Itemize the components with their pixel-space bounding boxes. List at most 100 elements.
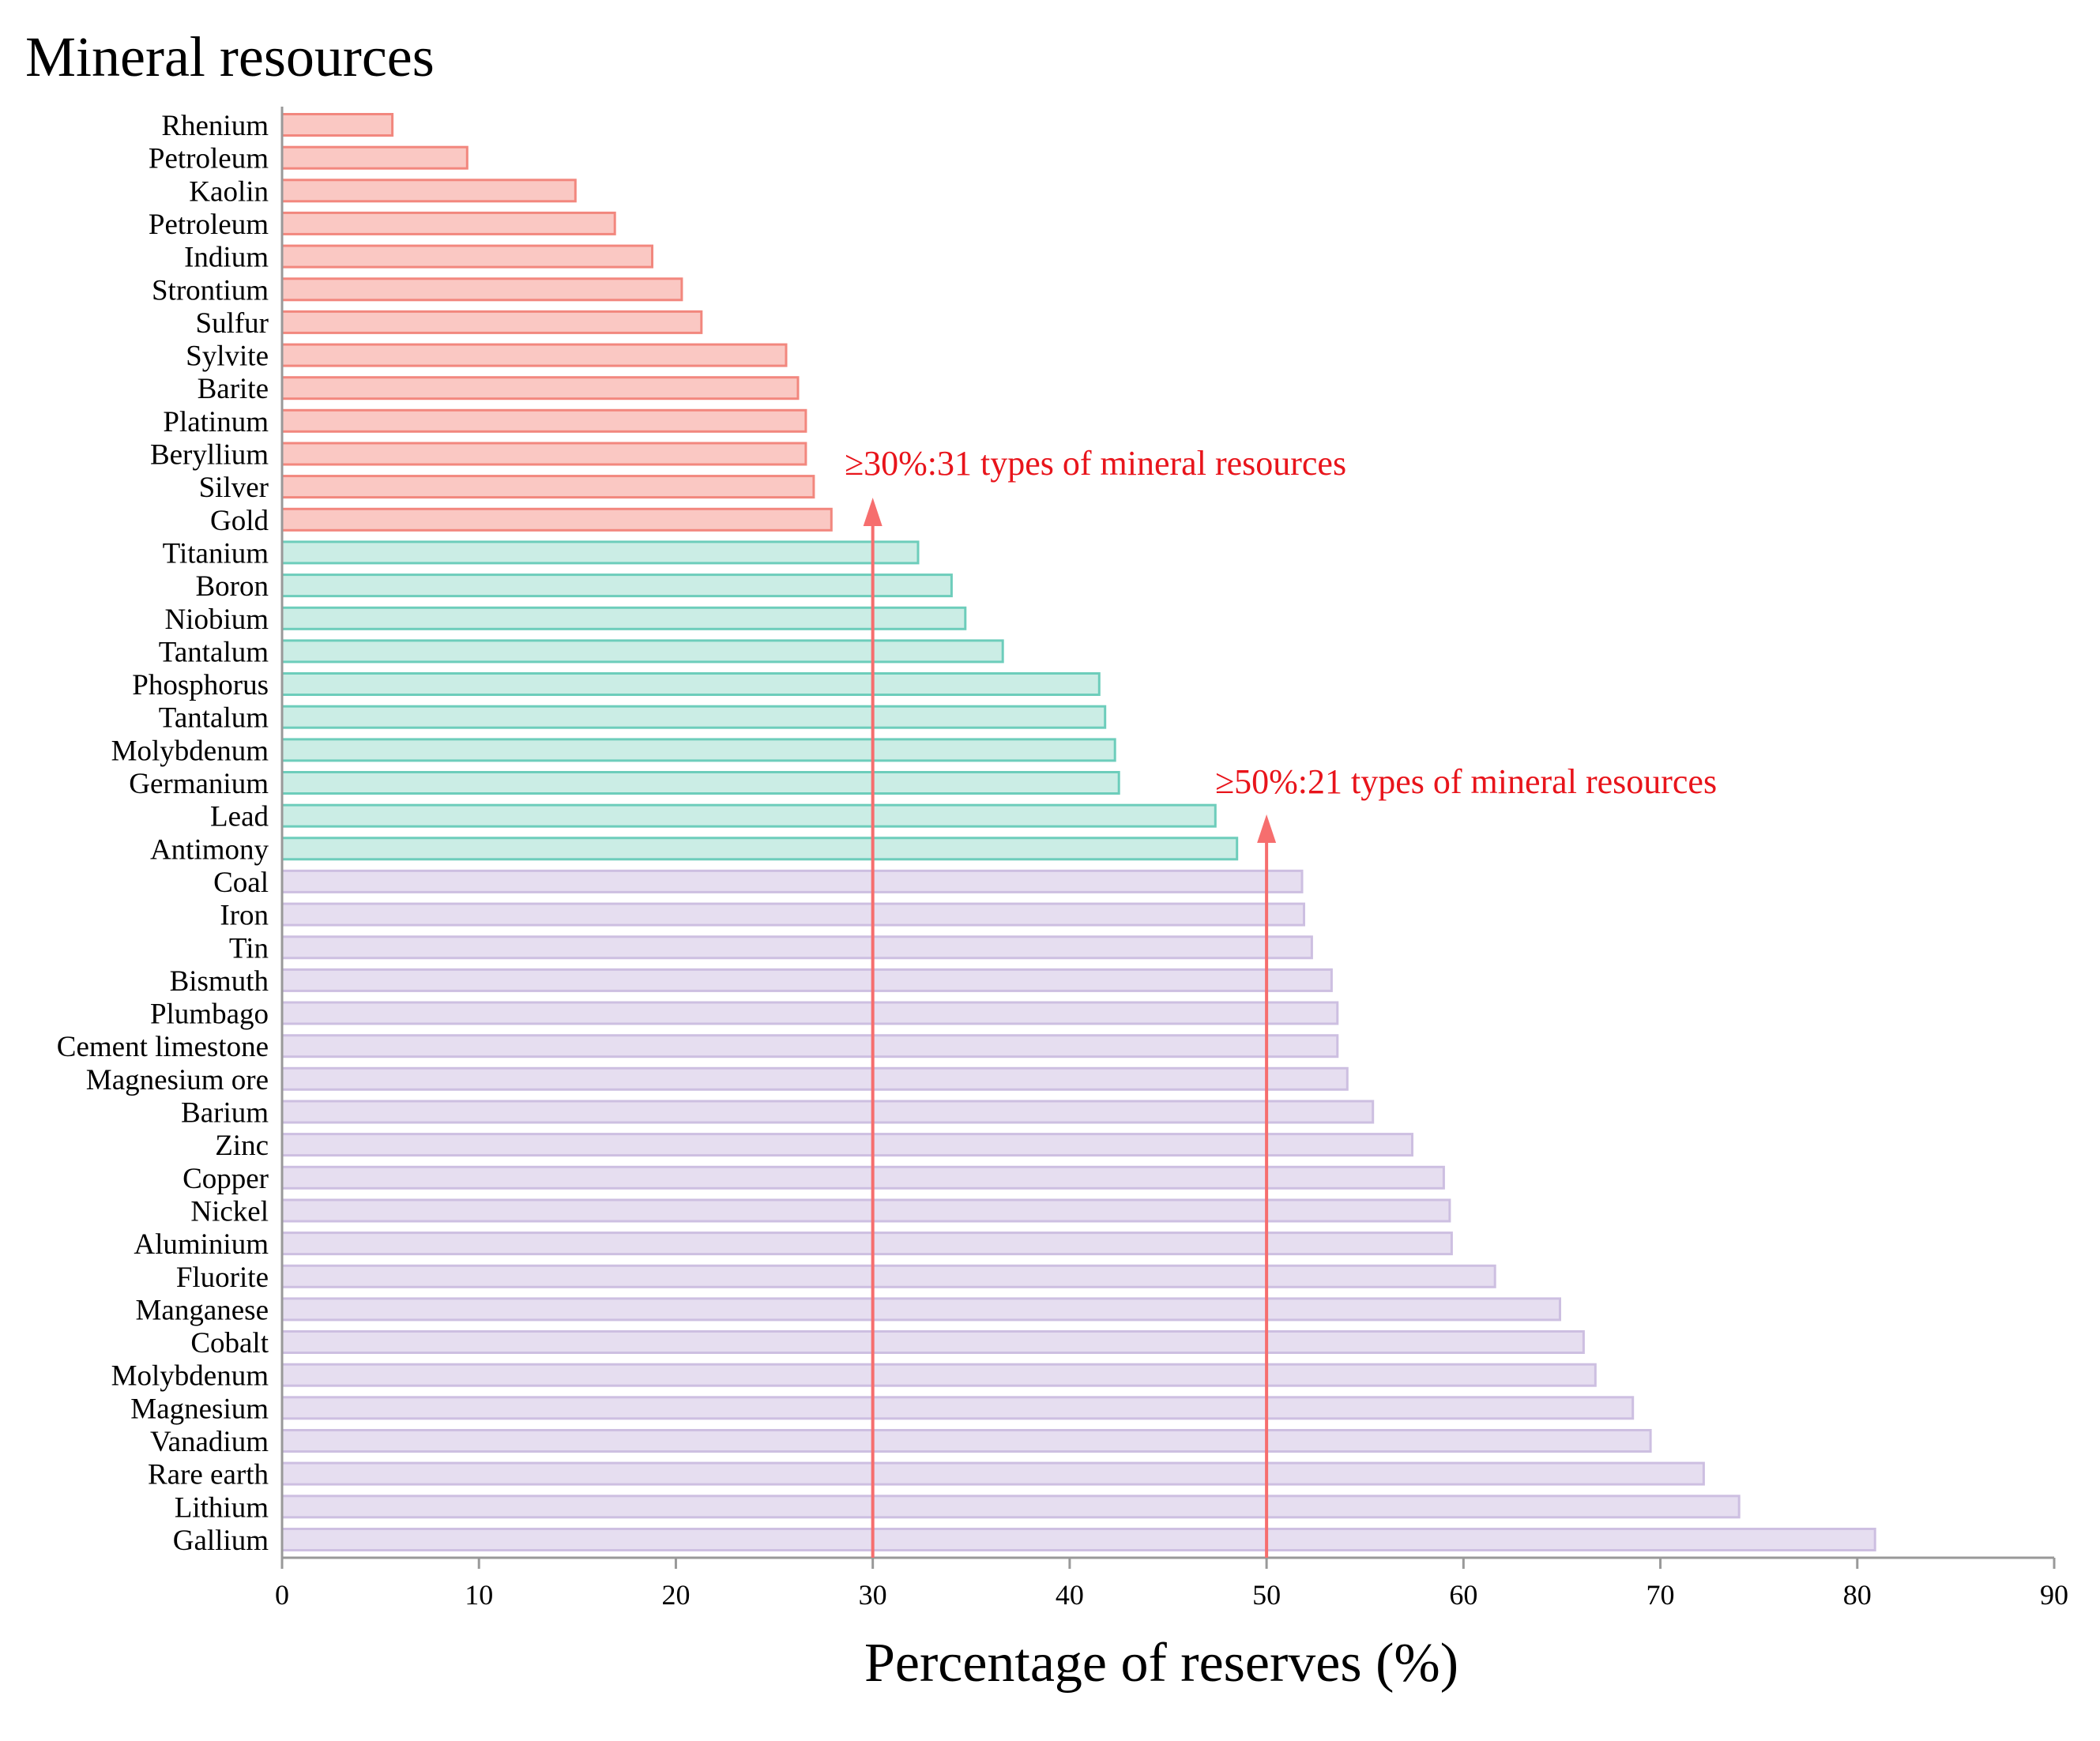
category-label-41: Vanadium — [150, 1426, 269, 1458]
category-label-25: Iron — [220, 900, 269, 932]
bar-3 — [280, 179, 577, 203]
bar-17 — [280, 639, 1004, 664]
x-tick-label-70: 70 — [1647, 1579, 1675, 1611]
category-label-30: Magnesium ore — [86, 1064, 269, 1096]
category-label-3: Kaolin — [189, 175, 269, 208]
x-tick-label-20: 20 — [661, 1579, 690, 1611]
category-label-27: Bismuth — [170, 965, 269, 998]
bar-44 — [280, 1528, 1876, 1551]
bar-21 — [280, 771, 1120, 795]
bar-14 — [280, 540, 920, 565]
category-label-12: Silver — [199, 472, 269, 504]
bar-39 — [280, 1363, 1597, 1387]
category-label-13: Gold — [210, 505, 269, 537]
category-label-21: Germanium — [129, 768, 269, 800]
bar-4 — [280, 211, 616, 235]
annotation-arrowhead-2 — [1257, 814, 1277, 843]
x-tick-label-10: 10 — [465, 1579, 493, 1611]
bar-29 — [280, 1034, 1339, 1059]
category-label-15: Boron — [196, 570, 269, 603]
bar-16 — [280, 606, 967, 630]
bar-9 — [280, 376, 800, 400]
category-label-14: Titanium — [163, 537, 269, 570]
bar-10 — [280, 408, 807, 433]
bar-35 — [280, 1231, 1453, 1256]
category-label-31: Barium — [181, 1097, 269, 1130]
category-label-2: Petroleum — [149, 143, 269, 175]
category-label-40: Magnesium — [130, 1393, 269, 1425]
bar-22 — [280, 803, 1217, 828]
category-label-7: Sulfur — [196, 307, 269, 340]
category-label-4: Petroleum — [149, 209, 269, 241]
x-tick-label-30: 30 — [859, 1579, 887, 1611]
bar-26 — [280, 935, 1313, 960]
bar-37 — [280, 1297, 1561, 1322]
category-label-8: Sylvite — [186, 340, 269, 373]
bar-28 — [280, 1001, 1339, 1025]
bar-27 — [280, 968, 1333, 992]
category-label-39: Molybdenum — [111, 1360, 269, 1393]
bar-31 — [280, 1100, 1375, 1124]
bar-1 — [280, 113, 394, 137]
x-tick-label-40: 40 — [1056, 1579, 1084, 1611]
category-labels: RheniumPetroleumKaolinPetroleumIndiumStr… — [57, 110, 269, 1557]
category-label-43: Lithium — [175, 1491, 269, 1524]
category-label-16: Niobium — [164, 604, 269, 636]
annotations-group: ≥30%:31 types of mineral resources ≥50%:2… — [845, 444, 1717, 1558]
bar-2 — [280, 145, 469, 170]
category-label-23: Antimony — [150, 833, 269, 866]
category-label-19: Tantalum — [159, 702, 269, 735]
category-label-20: Molybdenum — [111, 735, 269, 767]
x-tick-label-80: 80 — [1843, 1579, 1872, 1611]
bar-32 — [280, 1133, 1413, 1157]
bar-30 — [280, 1066, 1349, 1091]
category-label-38: Cobalt — [190, 1327, 269, 1359]
category-label-35: Aluminium — [134, 1228, 269, 1261]
bars-group — [280, 113, 1876, 1551]
category-label-11: Beryllium — [150, 439, 269, 472]
category-label-32: Zinc — [215, 1130, 269, 1162]
category-label-22: Lead — [210, 801, 269, 833]
bar-12 — [280, 475, 815, 499]
bar-40 — [280, 1396, 1635, 1420]
bar-5 — [280, 244, 653, 269]
bar-34 — [280, 1198, 1451, 1223]
bar-42 — [280, 1461, 1705, 1486]
bar-36 — [280, 1264, 1496, 1288]
x-tick-label-90: 90 — [2040, 1579, 2068, 1611]
bar-8 — [280, 343, 788, 367]
category-label-29: Cement limestone — [57, 1031, 269, 1063]
category-label-1: Rhenium — [161, 110, 269, 142]
category-label-9: Barite — [198, 373, 269, 405]
annotation-arrowhead-1 — [863, 498, 883, 526]
category-label-6: Strontium — [152, 274, 269, 306]
bar-19 — [280, 705, 1107, 729]
axes-group: 0 10 20 30 40 50 60 70 80 90 — [275, 107, 2068, 1611]
category-label-24: Coal — [213, 867, 269, 899]
annotation-text-2: ≥50%:21 types of mineral resources — [1215, 762, 1717, 801]
category-label-44: Gallium — [173, 1525, 269, 1557]
category-label-37: Manganese — [136, 1294, 269, 1326]
bar-41 — [280, 1429, 1652, 1453]
x-tick-label-60: 60 — [1449, 1579, 1477, 1611]
category-label-28: Plumbago — [150, 998, 269, 1031]
bar-20 — [280, 738, 1116, 762]
category-label-18: Phosphorus — [132, 669, 269, 701]
x-tick-label-0: 0 — [275, 1579, 289, 1611]
bar-18 — [280, 672, 1101, 696]
category-label-34: Nickel — [190, 1196, 269, 1228]
bar-6 — [280, 277, 683, 302]
bar-11 — [280, 442, 807, 466]
category-label-26: Tin — [229, 932, 269, 965]
bar-33 — [280, 1165, 1445, 1190]
category-label-36: Fluorite — [176, 1262, 269, 1294]
bar-24 — [280, 869, 1304, 893]
x-tick-label-50: 50 — [1252, 1579, 1281, 1611]
category-label-10: Platinum — [163, 406, 269, 438]
bar-15 — [280, 573, 953, 598]
annotation-text-1: ≥30%:31 types of mineral resources — [845, 444, 1346, 483]
chart-title: Mineral resources — [25, 25, 435, 88]
bar-25 — [280, 902, 1305, 927]
x-axis-label: Percentage of reserves (%) — [864, 1633, 1458, 1694]
